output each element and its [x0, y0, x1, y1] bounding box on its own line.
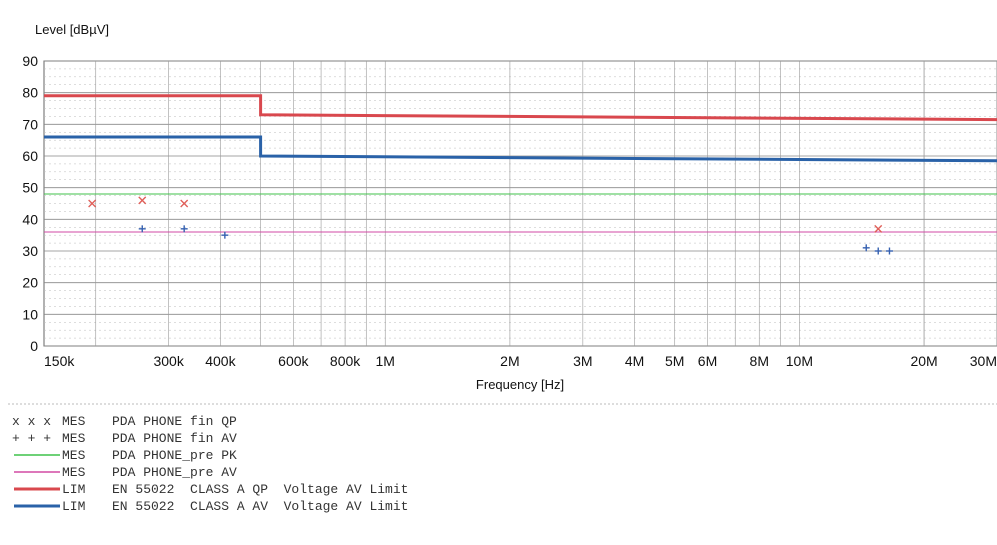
- y-tick-label: 80: [22, 85, 38, 101]
- x-tick-label: 20M: [910, 353, 937, 369]
- legend-label: PDA PHONE fin QP: [112, 414, 237, 429]
- y-tick-label: 0: [30, 338, 38, 354]
- measurement-markers: [88, 196, 893, 255]
- x-tick-labels: 150k 300k 400k 600k 800k 1M 2M 3M 4M 5M 6M 8M 10M 20M…: [44, 353, 997, 369]
- av-marker: [885, 247, 893, 255]
- y-tick-label: 60: [22, 148, 38, 164]
- y-tick-label: 20: [22, 275, 38, 291]
- legend-entry: + + + MES PDA PHONE fin AV: [12, 431, 237, 446]
- x-tick-label: 30M: [970, 353, 997, 369]
- legend-type: MES: [62, 414, 86, 429]
- y-tick-label: 90: [22, 53, 38, 69]
- x-tick-label: 600k: [278, 353, 309, 369]
- grid: [43, 60, 997, 347]
- x-tick-label: 400k: [205, 353, 236, 369]
- y-tick-label: 10: [22, 306, 38, 322]
- legend-label: PDA PHONE_pre AV: [112, 465, 237, 480]
- qp-marker: [180, 199, 189, 208]
- traces: [44, 193, 997, 233]
- legend-type: MES: [62, 431, 86, 446]
- y-tick-labels: 0 10 20 30 40 50 60 70 80 90: [22, 53, 38, 354]
- qp-marker: [88, 199, 97, 208]
- legend-entry: MES PDA PHONE_pre PK: [14, 448, 237, 463]
- x-tick-label: 4M: [625, 353, 644, 369]
- av-marker: [138, 225, 146, 233]
- legend-symbol: x x x: [12, 414, 51, 429]
- qp-marker: [874, 224, 883, 233]
- legend: x x x MES PDA PHONE fin QP + + + MES PDA PHON…: [12, 414, 408, 514]
- x-tick-label: 6M: [698, 353, 717, 369]
- x-tick-label: 1M: [376, 353, 395, 369]
- legend-symbol: + + +: [12, 431, 51, 446]
- legend-entry: MES PDA PHONE_pre AV: [14, 465, 237, 480]
- legend-type: LIM: [62, 499, 85, 514]
- av-marker: [221, 231, 229, 239]
- av-marker: [874, 247, 882, 255]
- y-tick-label: 50: [22, 180, 38, 196]
- legend-entry: x x x MES PDA PHONE fin QP: [12, 414, 237, 429]
- x-tick-label: 150k: [44, 353, 75, 369]
- x-tick-label: 8M: [750, 353, 769, 369]
- y-tick-label: 30: [22, 243, 38, 259]
- legend-type: MES: [62, 448, 86, 463]
- x-tick-label: 3M: [573, 353, 592, 369]
- legend-type: MES: [62, 465, 86, 480]
- x-tick-label: 300k: [153, 353, 184, 369]
- x-tick-label: 10M: [786, 353, 813, 369]
- legend-type: LIM: [62, 482, 85, 497]
- y-axis-title: Level [dBµV]: [35, 22, 109, 37]
- limit-line-av: [44, 135, 997, 163]
- limit-line-qp: [44, 94, 997, 122]
- legend-label: PDA PHONE_pre PK: [112, 448, 237, 463]
- qp-marker: [138, 196, 147, 205]
- av-marker: [862, 244, 870, 252]
- av-marker: [180, 225, 188, 233]
- legend-entry: LIM EN 55022 CLASS A AV Voltage AV Limit: [14, 499, 408, 514]
- legend-label: EN 55022 CLASS A QP Voltage AV Limit: [112, 482, 408, 497]
- x-tick-label: 800k: [330, 353, 361, 369]
- limit-lines: [44, 94, 997, 163]
- x-axis-title: Frequency [Hz]: [476, 377, 564, 392]
- x-tick-label: 2M: [500, 353, 519, 369]
- legend-label: PDA PHONE fin AV: [112, 431, 237, 446]
- x-tick-label: 5M: [665, 353, 684, 369]
- y-tick-label: 70: [22, 116, 38, 132]
- y-tick-label: 40: [22, 211, 38, 227]
- legend-entry: LIM EN 55022 CLASS A QP Voltage AV Limit: [14, 482, 408, 497]
- legend-label: EN 55022 CLASS A AV Voltage AV Limit: [112, 499, 408, 514]
